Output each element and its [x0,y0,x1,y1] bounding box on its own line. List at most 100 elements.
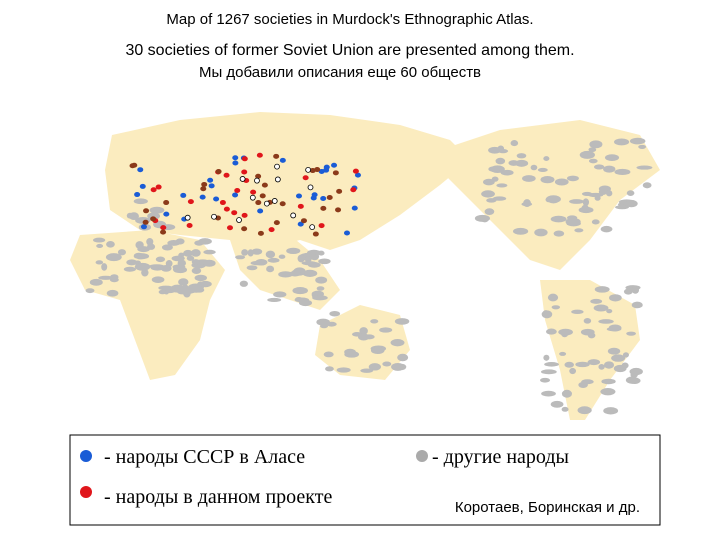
marker [177,259,187,267]
marker [239,280,248,287]
marker [553,230,565,237]
marker [523,199,531,208]
marker [607,347,621,355]
marker [558,328,573,336]
marker [266,265,275,273]
marker [136,255,143,260]
marker [320,205,327,211]
marker [547,293,559,302]
marker [603,407,619,415]
marker [286,247,301,255]
marker [638,144,647,149]
marker [314,167,321,173]
marker [190,249,201,257]
marker [481,190,495,198]
marker [101,263,108,271]
marker [194,274,207,282]
marker [135,241,144,249]
marker [500,169,514,176]
marker [600,225,613,233]
marker [370,319,379,324]
marker [273,153,280,159]
marker [279,201,286,207]
marker [541,310,553,319]
marker [226,225,233,231]
marker [575,361,590,368]
marker [390,339,405,347]
landmasses [70,112,660,420]
marker [483,178,495,186]
marker [170,284,185,293]
marker [604,154,620,161]
marker [488,146,502,154]
marker [110,274,119,281]
marker [187,199,194,205]
marker [295,193,302,199]
marker [165,260,173,268]
marker [579,150,595,159]
marker [96,243,104,248]
marker [370,346,385,355]
marker [484,208,495,216]
marker [545,197,553,203]
marker [350,187,357,193]
marker [133,198,148,205]
marker [267,257,280,263]
marker [93,237,106,243]
marker [163,200,170,206]
marker [326,194,333,200]
marker [329,310,341,317]
marker [301,261,317,266]
marker [577,406,592,415]
marker [593,304,609,312]
marker [255,259,268,266]
marker [199,194,206,200]
marker [231,210,238,216]
marker [550,400,564,408]
marker [235,255,246,260]
marker [278,254,286,259]
marker [203,249,216,255]
marker [336,367,351,373]
note: Мы добавили описания еще 60 обществ [199,64,481,81]
marker [251,248,263,255]
marker [629,137,646,145]
marker [199,280,212,288]
marker [344,351,360,358]
marker [178,278,189,286]
marker [211,213,217,220]
marker [510,140,519,147]
marker [368,363,382,371]
marker [304,255,312,263]
marker [146,243,156,250]
marker [544,362,559,367]
marker [160,229,167,235]
marker [559,351,567,356]
marker [310,195,317,201]
marker [541,390,556,397]
marker [332,170,339,176]
marker [496,183,508,188]
marker [554,178,569,186]
legend-marker-gray [416,450,428,462]
marker [580,328,595,336]
marker [259,193,266,199]
marker [589,140,603,149]
marker [624,199,638,208]
marker [312,231,319,237]
marker [143,208,150,214]
marker [298,299,313,307]
africa [70,230,225,380]
marker [593,164,605,170]
marker [543,156,550,162]
marker [601,378,616,385]
marker [574,228,584,233]
marker [514,159,529,167]
marker [512,227,529,235]
marker [382,361,392,367]
marker [155,184,162,190]
marker [183,249,193,257]
marker [394,318,410,325]
marker [142,219,149,225]
marker [263,200,270,207]
